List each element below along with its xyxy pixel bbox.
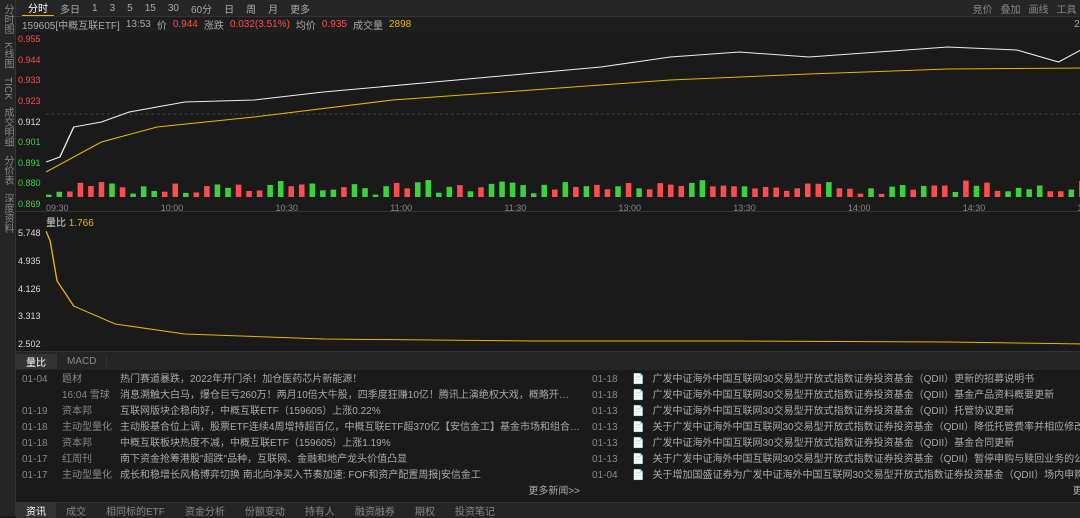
tool-1[interactable]: 叠加 (1001, 1, 1021, 16)
yl-0: 5.748 (18, 228, 41, 238)
period-tab-9[interactable]: 周 (240, 1, 262, 16)
news-left-4[interactable]: 01-18资本邦中概互联板块热度不减，中概互联ETF（159605）上涨1.19… (22, 436, 580, 452)
y-left-8: 0.869 (18, 199, 41, 209)
news-right-6[interactable]: 01-04📄关于增加国盛证券为广发中证海外中国互联网30交易型开放式指数证券投资… (592, 468, 1080, 484)
price: 0.944 (173, 19, 198, 30)
news-left-1[interactable]: 16:04 雪球消息溯触大白马，爆仓巨亏260万！两月10倍大牛股，四季度狂赚1… (22, 388, 580, 404)
news-right-3[interactable]: 01-13📄关于广发中证海外中国互联网30交易型开放式指数证券投资基金（QDII… (592, 420, 1080, 436)
y-left-6: 0.891 (18, 158, 41, 168)
period-tab-8[interactable]: 日 (218, 1, 240, 16)
period-tab-1[interactable]: 多日 (54, 1, 86, 16)
more-news[interactable]: 更多新闻>> (528, 484, 580, 500)
news-right-2[interactable]: 01-13📄广发中证海外中国互联网30交易型开放式指数证券投资基金（QDII）托… (592, 404, 1080, 420)
chg: 0.032(3.51%) (230, 19, 290, 30)
y-left-3: 0.923 (18, 96, 41, 106)
news-right-0[interactable]: 01-18📄广发中证海外中国互联网30交易型开放式指数证券投资基金（QDII）更… (592, 372, 1080, 388)
avg: 0.935 (322, 19, 347, 30)
news-left-5[interactable]: 01-17红周刊南下资金抢筹港股"超跌"品种，互联网、金融和地产龙头价值凸显 (22, 452, 580, 468)
period-tab-0[interactable]: 分时 (22, 0, 54, 16)
period-tab-10[interactable]: 月 (262, 1, 284, 16)
left-tab-5[interactable]: 深度资料 (0, 193, 15, 233)
left-tab-3[interactable]: 成交明细 (0, 107, 15, 147)
period-tab-5[interactable]: 15 (139, 3, 162, 14)
news-left-0[interactable]: 01-04题材热门赛道暴跌，2022年开门杀！加仓医药芯片新能源！ (22, 372, 580, 388)
indicator-tab-1[interactable]: MACD (57, 356, 107, 367)
tool-0[interactable]: 竞价 (973, 1, 993, 16)
y-left-2: 0.933 (18, 75, 41, 85)
left-tab-1[interactable]: K线图 (0, 42, 15, 69)
y-left-7: 0.880 (18, 178, 41, 188)
yl-1: 4.935 (18, 256, 41, 266)
tool-3[interactable]: 工具 (1057, 1, 1077, 16)
yl-2: 4.126 (18, 284, 41, 294)
period-tab-3[interactable]: 3 (104, 3, 122, 14)
left-tab-0[interactable]: 分时图 (0, 4, 15, 34)
yl-3: 3.313 (18, 311, 41, 321)
news-left-3[interactable]: 01-18主动型量化主动股基合位上调，股票ETF连续4周增持超百亿，中概互联ET… (22, 420, 580, 436)
period-tab-2[interactable]: 1 (86, 3, 104, 14)
period-tab-4[interactable]: 5 (121, 3, 139, 14)
chg-label: 涨跌 (204, 17, 224, 32)
y-left-5: 0.901 (18, 137, 41, 147)
indicator-tab-0[interactable]: 量比 (16, 354, 57, 369)
tool-2[interactable]: 画线 (1029, 1, 1049, 16)
y-left-0: 0.955 (18, 34, 41, 44)
vol: 2898 (389, 19, 411, 30)
news-right-1[interactable]: 01-18📄广发中证海外中国互联网30交易型开放式指数证券投资基金（QDII）基… (592, 388, 1080, 404)
left-tab-2[interactable]: TICK (2, 77, 13, 100)
yl-4: 2.502 (18, 339, 41, 349)
more-pub[interactable]: 更多公告>> (1072, 484, 1080, 500)
period-tab-11[interactable]: 更多 (284, 1, 316, 16)
y-left-4: 0.912 (18, 117, 41, 127)
left-tab-4[interactable]: 分价表 (0, 155, 15, 185)
vol-label: 成交量 (353, 17, 383, 32)
time: 13:53 (126, 19, 151, 30)
news-right-5[interactable]: 01-13📄关于广发中证海外中国互联网30交易型开放式指数证券投资基金（QDII… (592, 452, 1080, 468)
date: 2022/01/20 (1074, 19, 1080, 30)
news-right-4[interactable]: 01-13📄广发中证海外中国互联网30交易型开放式指数证券投资基金（QDII）基… (592, 436, 1080, 452)
price-label: 价 (157, 17, 167, 32)
y-left-1: 0.944 (18, 55, 41, 65)
period-tab-7[interactable]: 60分 (185, 1, 218, 16)
news-left-2[interactable]: 01-19资本邦互联网版块企稳向好，中概互联ETF（159605）上涨0.22% (22, 404, 580, 420)
avg-label: 均价 (296, 17, 316, 32)
code: 159605[中概互联ETF] (22, 17, 120, 32)
news-left-6[interactable]: 01-17主动型量化成长和稳增长风格博弈切换 南北向净买入节奏加速: FOF和资… (22, 468, 580, 484)
period-tab-6[interactable]: 30 (162, 3, 185, 14)
